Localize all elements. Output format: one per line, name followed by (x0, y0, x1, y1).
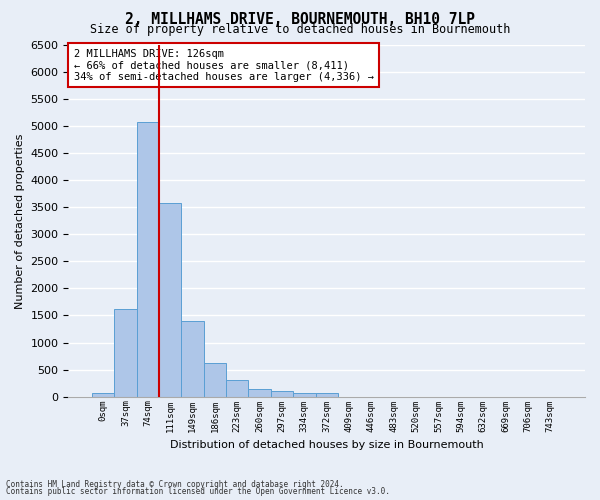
Text: Contains public sector information licensed under the Open Government Licence v3: Contains public sector information licen… (6, 487, 390, 496)
Bar (159, 203, 181, 396)
Y-axis label: Number of detached properties: Number of detached properties (15, 133, 25, 308)
X-axis label: Distribution of detached houses by size in Bournemouth: Distribution of detached houses by size … (170, 440, 484, 450)
Bar (226, 380, 248, 396)
Bar (316, 392, 338, 396)
Bar (293, 392, 316, 396)
Bar (181, 321, 204, 396)
Bar (92, 392, 114, 396)
Bar (137, 122, 159, 396)
Bar (204, 363, 226, 396)
Text: 2 MILLHAMS DRIVE: 126sqm
← 66% of detached houses are smaller (8,411)
34% of sem: 2 MILLHAMS DRIVE: 126sqm ← 66% of detach… (74, 48, 374, 82)
Bar (114, 308, 137, 396)
Bar (271, 391, 293, 396)
Text: Size of property relative to detached houses in Bournemouth: Size of property relative to detached ho… (90, 23, 510, 36)
Text: Contains HM Land Registry data © Crown copyright and database right 2024.: Contains HM Land Registry data © Crown c… (6, 480, 344, 489)
Text: 2, MILLHAMS DRIVE, BOURNEMOUTH, BH10 7LP: 2, MILLHAMS DRIVE, BOURNEMOUTH, BH10 7LP (125, 12, 475, 26)
Bar (248, 388, 271, 396)
